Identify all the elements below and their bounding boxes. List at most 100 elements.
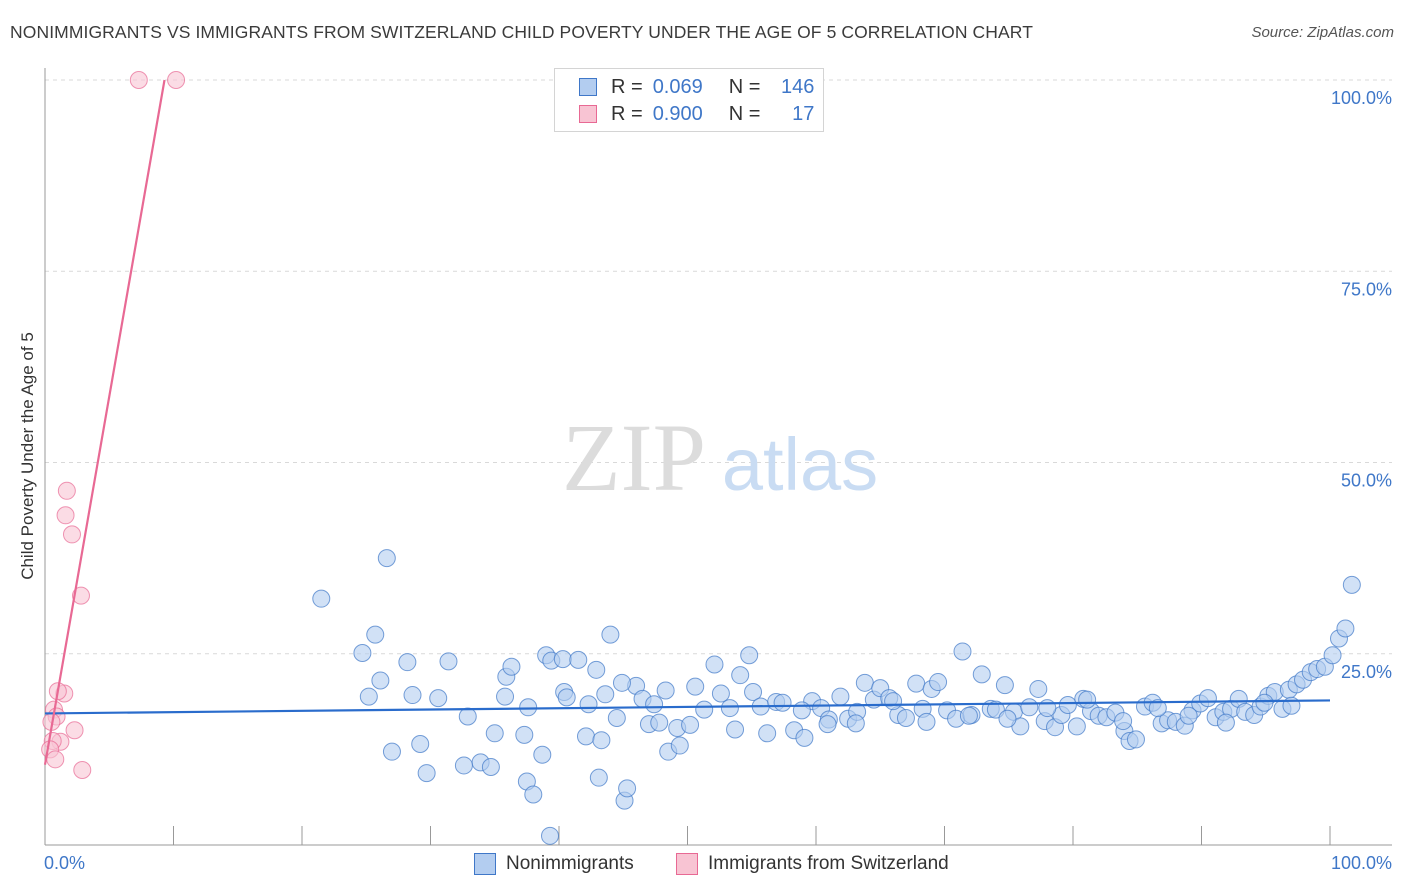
bottom-legend-swatch-blue — [474, 853, 496, 875]
chart-title: NONIMMIGRANTS VS IMMIGRANTS FROM SWITZER… — [10, 22, 1033, 42]
bottom-legend-switzerland: Immigrants from Switzerland — [676, 850, 949, 878]
nonimmigrant-point — [618, 779, 637, 798]
nonimmigrant-point — [1179, 706, 1198, 725]
switzerland-point — [167, 71, 186, 89]
nonimmigrant-point — [792, 701, 811, 720]
nonimmigrant-point — [403, 686, 422, 705]
nonimmigrant-point — [1323, 646, 1342, 665]
switzerland-trend-line — [43, 79, 166, 765]
switzerland-point — [73, 761, 92, 780]
nonimmigrant-point — [589, 768, 608, 787]
nonimmigrant-point — [485, 724, 504, 743]
legend-row-nonimmigrants: R = 0.069 N = 146 — [579, 75, 814, 99]
tick-labels: 25.0% 50.0% 75.0% 100.0% 0.0% 100.0% — [44, 88, 1392, 873]
nonimmigrant-point — [650, 713, 669, 732]
watermark-atlas: atlas — [722, 423, 878, 506]
legend-n-value: 146 — [781, 75, 815, 98]
grid-lines — [45, 79, 1392, 655]
nonimmigrant-point — [458, 707, 477, 726]
nonimmigrant-point — [695, 700, 714, 719]
nonimmigrant-point — [656, 681, 675, 700]
legend-n-value: 17 — [792, 102, 815, 125]
nonimmigrant-point — [818, 715, 837, 734]
nonimmigrant-point — [533, 745, 552, 764]
nonimmigrant-point — [1078, 690, 1097, 709]
nonimmigrant-point — [1126, 730, 1145, 749]
nonimmigrant-point — [312, 589, 331, 608]
nonimmigrant-point — [1216, 713, 1235, 732]
switzerland-point — [46, 750, 65, 769]
nonimmigrant-point — [1342, 575, 1361, 594]
y-tick-label: 50.0% — [1341, 471, 1392, 491]
nonimmigrant-point — [377, 549, 396, 568]
trend-lines — [43, 79, 1331, 765]
nonimmigrant-point — [645, 695, 664, 714]
nonimmigrant-point — [359, 687, 378, 706]
switzerland-point — [71, 586, 90, 605]
watermark-zip: ZIP — [562, 404, 706, 511]
nonimmigrant-point — [569, 650, 588, 669]
nonimmigrant-point — [907, 674, 926, 693]
y-tick-label: 75.0% — [1341, 279, 1392, 299]
nonimmigrant-point — [1067, 717, 1086, 736]
nonimmigrant-point — [972, 665, 991, 684]
nonimmigrant-point — [515, 725, 534, 744]
nonimmigrant-point — [686, 677, 705, 696]
legend-row-switzerland: R = 0.900 N = 17 — [579, 102, 814, 126]
x-tick-label: 0.0% — [44, 853, 85, 873]
nonimmigrant-point — [601, 625, 620, 644]
nonimmigrant-point — [382, 742, 401, 761]
nonimmigrant-point — [1038, 699, 1057, 718]
nonimmigrant-point — [740, 646, 759, 665]
nonimmigrant-point — [720, 699, 739, 718]
nonimmigrant-point — [1058, 696, 1077, 715]
nonimmigrant-point — [917, 712, 936, 731]
nonimmigrant-point — [995, 676, 1014, 695]
nonimmigrant-point — [929, 673, 948, 692]
nonimmigrant-point — [896, 709, 915, 728]
switzerland-point — [129, 71, 148, 89]
nonimmigrant-point — [587, 660, 606, 679]
nonimmigrant-point — [1020, 698, 1039, 717]
legend-r-label: R = — [611, 102, 643, 125]
nonimmigrant-point — [731, 666, 750, 685]
nonimmigrant-point — [411, 735, 430, 754]
axes — [44, 68, 1392, 846]
nonimmigrant-point — [1255, 693, 1274, 712]
nonimmigrant-point — [998, 709, 1017, 728]
nonimmigrant-point — [681, 715, 700, 734]
nonimmigrant-point — [1029, 679, 1048, 698]
nonimmigrant-point — [371, 671, 390, 690]
switzerland-point — [56, 506, 75, 525]
y-tick-label: 100.0% — [1331, 88, 1392, 108]
nonimmigrant-point — [519, 698, 538, 717]
nonimmigrant-point — [607, 709, 626, 728]
nonimmigrant-point — [1198, 689, 1217, 708]
nonimmigrant-point — [773, 693, 792, 712]
switzerland-point — [62, 525, 81, 544]
nonimmigrant-point — [855, 673, 874, 692]
nonimmigrant-point — [353, 643, 372, 662]
legend-n-label: N = — [728, 75, 761, 98]
nonimmigrant-point — [846, 714, 865, 733]
legend-r-label: R = — [611, 75, 643, 98]
nonimmigrant-point — [1336, 619, 1355, 638]
nonimmigrant-point — [711, 684, 730, 703]
nonimmigrant-point — [429, 689, 448, 708]
switzerland-point — [65, 721, 84, 740]
nonimmigrant-point — [576, 727, 595, 746]
nonimmigrant-point — [596, 685, 615, 704]
nonimmigrant-point — [496, 687, 515, 706]
nonimmigrant-point — [541, 826, 560, 845]
nonimmigrant-point — [959, 706, 978, 725]
y-axis-label: Child Poverty Under the Age of 5 — [18, 332, 37, 580]
nonimmigrant-point — [524, 785, 543, 804]
nonimmigrant-point — [705, 655, 724, 674]
nonimmigrant-point — [953, 642, 972, 661]
correlation-legend: R = 0.069 N = 146 R = 0.900 N = 17 — [554, 68, 824, 132]
nonimmigrant-point — [884, 692, 903, 711]
nonimmigrant-point — [366, 625, 385, 644]
y-tick-label: 25.0% — [1341, 662, 1392, 682]
nonimmigrant-point — [398, 653, 417, 672]
